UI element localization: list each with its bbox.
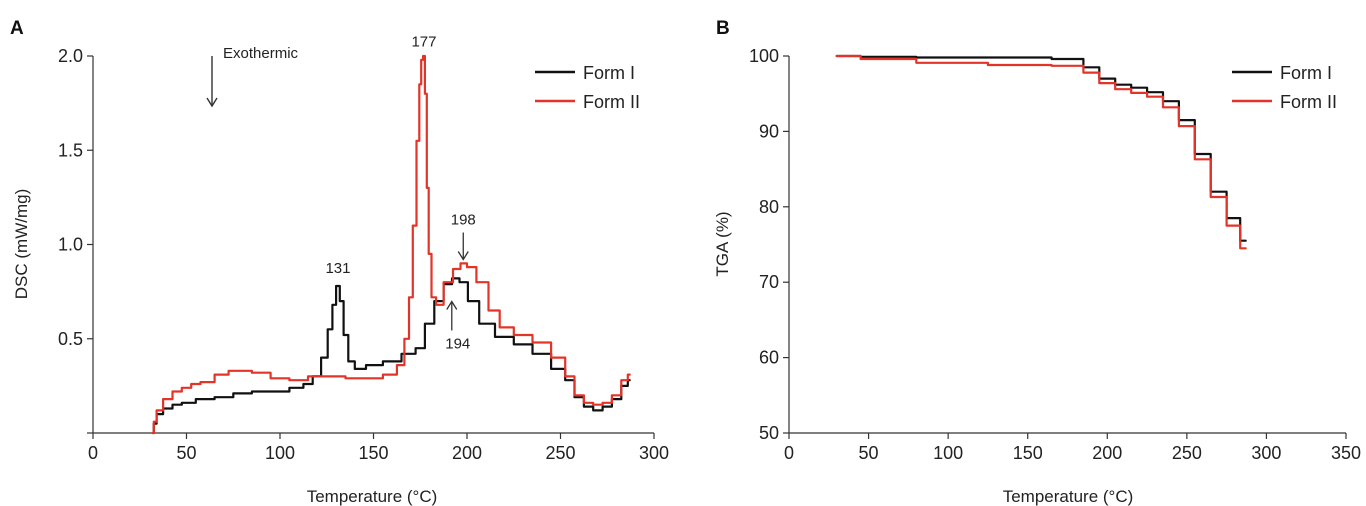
y-tick-label: 60 [759, 348, 779, 368]
x-tick-label: 250 [545, 443, 575, 463]
x-tick-label: 200 [452, 443, 482, 463]
series-line-form1 [835, 54, 1247, 242]
series-line-form1 [151, 277, 631, 435]
peak-arrow-head [446, 300, 458, 310]
y-tick-label: 0.5 [58, 329, 83, 349]
peak-arrow-head [457, 251, 469, 261]
panel-b-legend: Form I Form II [1232, 63, 1337, 112]
y-tick-label: 80 [759, 197, 779, 217]
y-tick-label: 50 [759, 423, 779, 443]
series-line-form2 [835, 54, 1247, 250]
x-tick-label: 350 [1331, 443, 1361, 463]
y-tick-label: 1.5 [58, 140, 83, 160]
legend-label-form1: Form I [1280, 63, 1332, 83]
exothermic-label: Exothermic [223, 45, 299, 62]
panel-a-x-axis-title: Temperature (°C) [307, 487, 438, 506]
y-tick-label: 1.0 [58, 235, 83, 255]
legend-label-form2: Form II [583, 92, 640, 112]
x-tick-label: 0 [784, 443, 794, 463]
x-tick-label: 150 [358, 443, 388, 463]
peak-annotation-label: 194 [445, 335, 470, 352]
panel-a-legend: Form I Form II [535, 63, 640, 112]
panel-a-y-axis-title: DSC (mW/mg) [12, 189, 31, 299]
y-tick-label: 70 [759, 272, 779, 292]
panel-a-dsc-chart: A Temperature (°C) DSC (mW/mg) Exothermi… [10, 18, 669, 506]
x-tick-label: 50 [176, 443, 196, 463]
panel-a-label: A [10, 18, 24, 39]
y-tick-label: 2.0 [58, 46, 83, 66]
exothermic-arrow [206, 56, 218, 108]
x-tick-label: 150 [1013, 443, 1043, 463]
x-tick-label: 250 [1172, 443, 1202, 463]
x-tick-label: 300 [639, 443, 669, 463]
y-tick-label: 100 [749, 46, 779, 66]
series-line-form2 [151, 54, 631, 435]
x-tick-label: 200 [1092, 443, 1122, 463]
x-tick-label: 100 [265, 443, 295, 463]
legend-label-form2: Form II [1280, 92, 1337, 112]
peak-annotation-label: 198 [451, 212, 476, 229]
x-tick-label: 50 [859, 443, 879, 463]
legend-label-form1: Form I [583, 63, 635, 83]
panel-b-x-axis-title: Temperature (°C) [1003, 487, 1134, 506]
panel-b-y-axis-title: TGA (%) [713, 211, 732, 276]
x-tick-label: 0 [88, 443, 98, 463]
y-tick-label: 90 [759, 121, 779, 141]
x-tick-label: 300 [1251, 443, 1281, 463]
x-tick-label: 100 [933, 443, 963, 463]
peak-annotation-label: 131 [325, 260, 350, 277]
panel-b-tga-chart: B Temperature (°C) TGA (%) Form I Form I… [713, 18, 1361, 506]
peak-annotation-label: 177 [411, 34, 436, 51]
panel-b-label: B [716, 18, 730, 39]
